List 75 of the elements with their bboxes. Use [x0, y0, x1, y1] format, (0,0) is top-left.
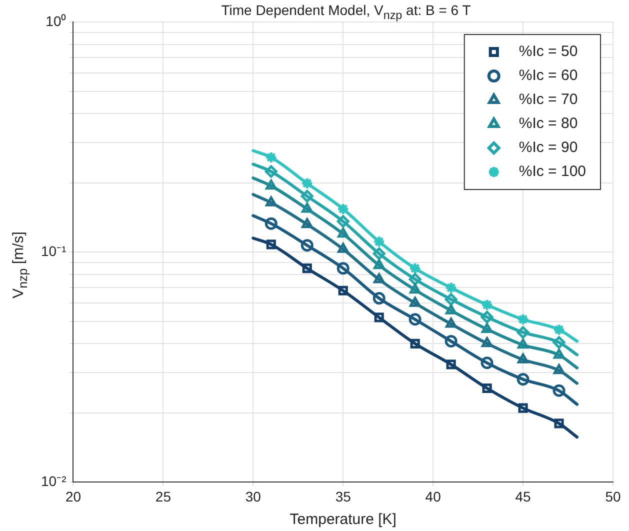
y-tick-label: 10⁻²	[41, 473, 67, 490]
x-tick-label: 50	[605, 488, 621, 504]
point	[264, 165, 278, 178]
line-series	[252, 236, 579, 439]
point	[264, 217, 278, 230]
point	[338, 286, 348, 296]
point	[410, 338, 420, 348]
point	[444, 293, 458, 306]
x-axis-title: Temperature [K]	[290, 511, 396, 528]
point	[408, 262, 422, 275]
legend-label: %Ic = 70	[518, 91, 578, 108]
point	[445, 304, 457, 314]
x-tick-label: 20	[65, 488, 82, 504]
point	[516, 326, 530, 339]
point	[374, 259, 385, 270]
point	[410, 284, 421, 294]
point	[518, 403, 528, 413]
point	[266, 180, 277, 190]
point	[336, 202, 350, 216]
point	[516, 313, 530, 326]
point	[374, 273, 385, 284]
x-tick-label: 45	[515, 488, 532, 504]
x-tick-label: 40	[425, 488, 442, 504]
point	[481, 337, 493, 348]
point	[300, 239, 314, 252]
point	[444, 281, 458, 294]
line-series	[252, 214, 579, 406]
point	[338, 242, 349, 253]
point	[302, 218, 313, 228]
x-tick-label: 35	[335, 488, 352, 504]
point	[408, 273, 422, 286]
point	[554, 418, 564, 428]
point	[372, 235, 386, 248]
legend-label: %Ic = 50	[518, 43, 578, 60]
point	[302, 264, 312, 274]
point	[480, 356, 494, 370]
point	[372, 292, 386, 305]
y-tick-label: 10⁰	[46, 12, 66, 29]
legend-label: %Ic = 90	[518, 139, 578, 156]
point	[552, 323, 566, 336]
point	[374, 312, 384, 322]
point	[336, 215, 350, 228]
point	[266, 240, 276, 250]
point	[553, 348, 565, 359]
point	[446, 360, 456, 370]
point	[517, 338, 529, 349]
point	[264, 151, 278, 164]
point	[300, 190, 314, 202]
point	[444, 334, 458, 348]
point	[372, 247, 386, 260]
chart-title: Time Dependent Model, V$_{nzp}$ at: B = 6 T	[220, 2, 472, 22]
point	[480, 298, 494, 312]
x-tick-label: 25	[155, 488, 172, 504]
point	[480, 310, 494, 324]
point	[300, 177, 314, 190]
y-tick-label: 10⁻¹	[41, 242, 67, 259]
point	[445, 318, 457, 328]
point	[482, 383, 492, 394]
point	[552, 384, 566, 397]
legend-label: %Ic = 100	[518, 163, 586, 180]
point	[516, 373, 530, 386]
point	[410, 296, 421, 307]
point	[552, 336, 566, 349]
point	[408, 313, 422, 326]
point	[338, 228, 349, 238]
point	[266, 196, 277, 206]
point	[336, 262, 350, 275]
legend-label: %Ic = 80	[518, 115, 578, 132]
point	[517, 353, 529, 364]
legend-label: %Ic = 60	[518, 67, 578, 84]
line-series	[252, 192, 579, 385]
point	[302, 202, 313, 213]
point	[553, 364, 565, 374]
x-tick-label: 30	[245, 488, 262, 504]
point	[481, 323, 493, 334]
